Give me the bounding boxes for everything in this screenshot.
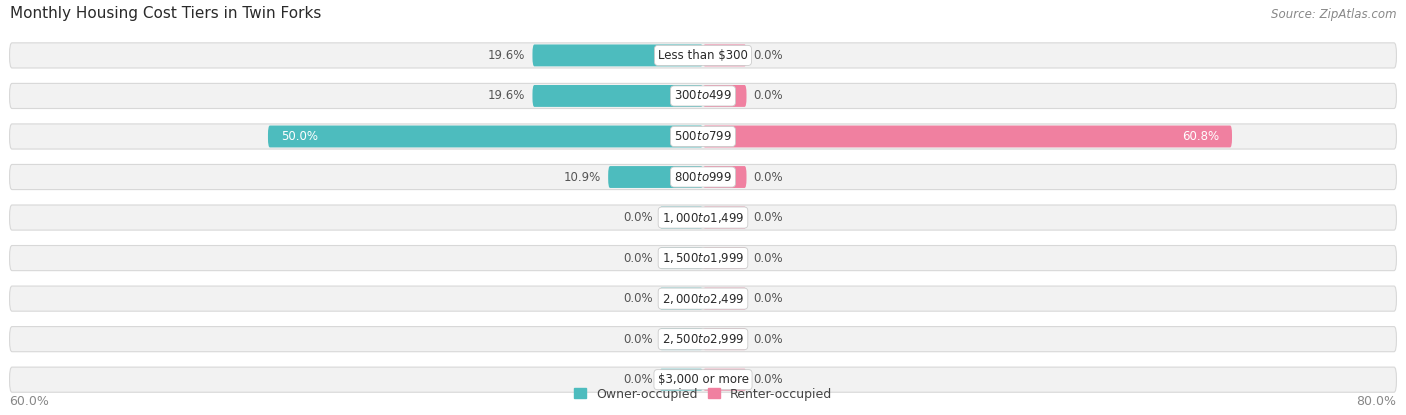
Text: 50.0%: 50.0% bbox=[281, 130, 318, 143]
Text: $2,500 to $2,999: $2,500 to $2,999 bbox=[662, 332, 744, 346]
Text: 0.0%: 0.0% bbox=[754, 292, 783, 305]
FancyBboxPatch shape bbox=[269, 126, 703, 147]
Text: 19.6%: 19.6% bbox=[488, 49, 526, 62]
FancyBboxPatch shape bbox=[533, 44, 703, 66]
FancyBboxPatch shape bbox=[703, 369, 747, 391]
Text: $3,000 or more: $3,000 or more bbox=[658, 373, 748, 386]
FancyBboxPatch shape bbox=[703, 247, 747, 269]
Text: Monthly Housing Cost Tiers in Twin Forks: Monthly Housing Cost Tiers in Twin Forks bbox=[10, 6, 321, 21]
Text: 0.0%: 0.0% bbox=[754, 333, 783, 346]
FancyBboxPatch shape bbox=[533, 85, 703, 107]
Text: 0.0%: 0.0% bbox=[623, 292, 652, 305]
Text: 60.0%: 60.0% bbox=[10, 395, 49, 408]
Text: 0.0%: 0.0% bbox=[754, 49, 783, 62]
Text: 0.0%: 0.0% bbox=[623, 333, 652, 346]
FancyBboxPatch shape bbox=[10, 286, 1396, 311]
Text: $2,000 to $2,499: $2,000 to $2,499 bbox=[662, 292, 744, 305]
Text: 0.0%: 0.0% bbox=[623, 373, 652, 386]
FancyBboxPatch shape bbox=[703, 328, 747, 350]
FancyBboxPatch shape bbox=[703, 85, 747, 107]
FancyBboxPatch shape bbox=[10, 83, 1396, 108]
FancyBboxPatch shape bbox=[10, 124, 1396, 149]
Text: 0.0%: 0.0% bbox=[754, 211, 783, 224]
Text: Source: ZipAtlas.com: Source: ZipAtlas.com bbox=[1271, 8, 1396, 21]
Text: $300 to $499: $300 to $499 bbox=[673, 90, 733, 103]
FancyBboxPatch shape bbox=[10, 205, 1396, 230]
FancyBboxPatch shape bbox=[703, 44, 747, 66]
Text: 19.6%: 19.6% bbox=[488, 90, 526, 103]
Text: Less than $300: Less than $300 bbox=[658, 49, 748, 62]
FancyBboxPatch shape bbox=[703, 288, 747, 310]
Text: 0.0%: 0.0% bbox=[623, 251, 652, 265]
Text: $500 to $799: $500 to $799 bbox=[673, 130, 733, 143]
Text: 0.0%: 0.0% bbox=[754, 373, 783, 386]
FancyBboxPatch shape bbox=[659, 207, 703, 229]
FancyBboxPatch shape bbox=[10, 367, 1396, 392]
Text: $800 to $999: $800 to $999 bbox=[673, 171, 733, 183]
Text: 0.0%: 0.0% bbox=[623, 211, 652, 224]
FancyBboxPatch shape bbox=[659, 247, 703, 269]
Text: 10.9%: 10.9% bbox=[564, 171, 602, 183]
Text: 0.0%: 0.0% bbox=[754, 251, 783, 265]
FancyBboxPatch shape bbox=[659, 369, 703, 391]
FancyBboxPatch shape bbox=[659, 328, 703, 350]
Legend: Owner-occupied, Renter-occupied: Owner-occupied, Renter-occupied bbox=[568, 383, 838, 405]
FancyBboxPatch shape bbox=[703, 126, 1232, 147]
Text: 0.0%: 0.0% bbox=[754, 90, 783, 103]
Text: $1,000 to $1,499: $1,000 to $1,499 bbox=[662, 210, 744, 225]
FancyBboxPatch shape bbox=[703, 166, 747, 188]
Text: 80.0%: 80.0% bbox=[1357, 395, 1396, 408]
Text: 0.0%: 0.0% bbox=[754, 171, 783, 183]
FancyBboxPatch shape bbox=[10, 246, 1396, 271]
FancyBboxPatch shape bbox=[10, 327, 1396, 352]
Text: 60.8%: 60.8% bbox=[1182, 130, 1219, 143]
FancyBboxPatch shape bbox=[609, 166, 703, 188]
FancyBboxPatch shape bbox=[10, 43, 1396, 68]
Text: $1,500 to $1,999: $1,500 to $1,999 bbox=[662, 251, 744, 265]
FancyBboxPatch shape bbox=[659, 288, 703, 310]
FancyBboxPatch shape bbox=[10, 164, 1396, 190]
FancyBboxPatch shape bbox=[703, 207, 747, 229]
